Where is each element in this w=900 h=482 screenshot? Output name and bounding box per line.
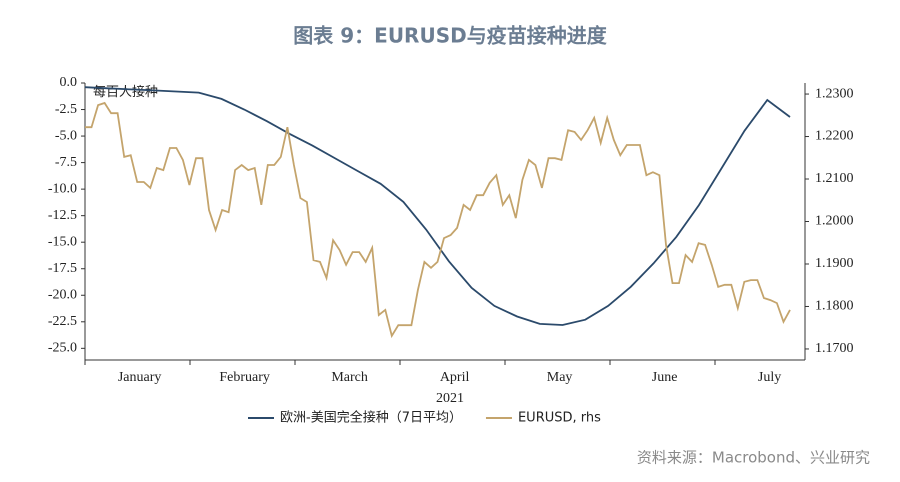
x-tick-label: April xyxy=(440,370,470,385)
x-axis-label: 2021 xyxy=(436,391,464,406)
annotation: 每百人接种 xyxy=(93,84,158,99)
x-tick-label: January xyxy=(118,370,162,385)
x-tick-label: February xyxy=(219,370,270,385)
y2-tick-label: 1.2000 xyxy=(815,214,854,229)
y2-tick-label: 1.1800 xyxy=(815,299,854,314)
y2-tick-label: 1.1900 xyxy=(815,256,854,271)
y2-tick-label: 1.2300 xyxy=(815,86,854,101)
y-tick-label: -20.0 xyxy=(48,287,77,302)
y-tick-label: -5.0 xyxy=(55,128,77,143)
y2-tick-label: 1.1700 xyxy=(815,341,854,356)
y2-tick-label: 1.2100 xyxy=(815,171,854,186)
y-tick-label: -2.5 xyxy=(55,102,77,117)
y-tick-label: -25.0 xyxy=(48,341,77,356)
y-tick-label: 0.0 xyxy=(60,75,78,90)
y-tick-label: -7.5 xyxy=(55,155,77,170)
x-tick-label: March xyxy=(331,370,368,385)
x-tick-label: July xyxy=(758,370,781,385)
series-line xyxy=(84,86,791,326)
legend-label: EURUSD, rhs xyxy=(518,411,601,426)
y-tick-label: -22.5 xyxy=(48,314,77,329)
y-tick-label: -10.0 xyxy=(48,181,77,196)
chart-title: 图表 9：EURUSD与疫苗接种进度 xyxy=(293,24,607,48)
y-tick-label: -17.5 xyxy=(48,261,77,276)
y-tick-label: -12.5 xyxy=(48,208,77,223)
source: 资料来源：Macrobond、兴业研究 xyxy=(637,449,870,467)
y-tick-label: -15.0 xyxy=(48,234,77,249)
y2-tick-label: 1.2200 xyxy=(815,129,854,144)
legend-label: 欧洲-美国完全接种（7日平均） xyxy=(280,410,462,426)
series-line xyxy=(85,101,791,339)
x-tick-label: May xyxy=(547,370,573,385)
x-tick-label: June xyxy=(652,370,678,385)
